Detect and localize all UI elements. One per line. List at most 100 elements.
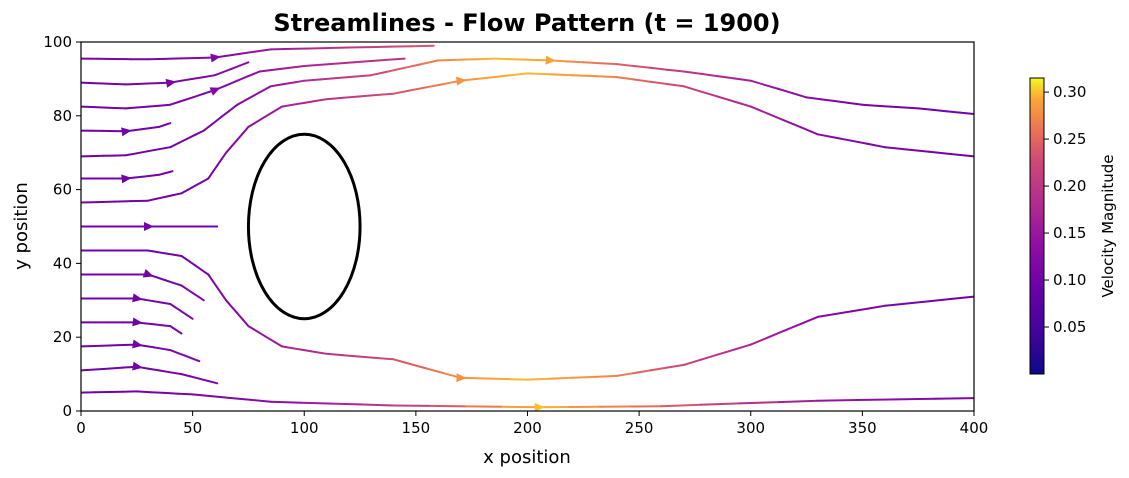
- streamline-segment: [149, 391, 166, 394]
- streamline-segment: [147, 148, 161, 153]
- x-tick-label: 150: [402, 419, 431, 437]
- streamline-segment: [493, 377, 512, 381]
- streamline-segment: [392, 89, 412, 95]
- streamline-segment: [255, 115, 267, 123]
- streamline-segment: [861, 103, 878, 107]
- streamline-segment: [230, 305, 239, 315]
- streamline-segment: [163, 252, 175, 256]
- streamline-segment: [682, 85, 702, 93]
- x-tick-label: 100: [290, 419, 319, 437]
- streamline-segment: [176, 351, 186, 357]
- streamline-segment: [247, 120, 258, 128]
- streamline-segment: [183, 354, 194, 360]
- streamline-segment: [783, 322, 802, 332]
- streamline-1: [81, 44, 435, 63]
- streamline-arrow: [132, 293, 143, 303]
- colorbar-tick-label: 0.15: [1053, 224, 1086, 242]
- streamline-segment: [599, 62, 618, 66]
- streamline-segment: [269, 400, 303, 404]
- x-tick-label: 0: [76, 419, 86, 437]
- streamline-segment: [200, 268, 210, 276]
- streamline-segment: [359, 355, 378, 359]
- streamline-segment: [314, 98, 328, 102]
- streamline-segment: [409, 86, 428, 92]
- streamline-segment: [186, 288, 194, 294]
- streamline-segment: [225, 299, 233, 308]
- streamline-segment: [682, 358, 702, 366]
- streamline-segment: [158, 369, 172, 374]
- streamline-segment: [950, 295, 974, 300]
- streamline-segment: [163, 57, 183, 60]
- streamline-segment: [177, 137, 188, 144]
- streamline-segment: [649, 80, 668, 85]
- streamline-segment: [230, 138, 239, 148]
- colorbar-ticks: 0.05 0.10 0.15 0.20 0.25 0.30: [1044, 83, 1086, 336]
- streamline-arrow: [121, 127, 132, 137]
- streamline-segment: [191, 76, 205, 80]
- streamline-segment: [149, 125, 161, 129]
- streamline-segment: [133, 175, 144, 179]
- streamline-segment: [160, 301, 172, 305]
- y-axis-ticks: 0 20 40 60 80 100: [43, 33, 81, 420]
- streamline-segment: [320, 77, 339, 81]
- streamline-segment: [166, 122, 172, 126]
- streamline-segment: [94, 344, 110, 347]
- colorbar-gradient: [1029, 77, 1045, 375]
- streamline-segment: [213, 71, 225, 77]
- streamline-segment: [387, 66, 406, 73]
- streamline-segment: [211, 395, 233, 400]
- streamline-arrow: [456, 76, 467, 86]
- streamline-segment: [207, 171, 214, 180]
- streamline-segment: [392, 358, 412, 365]
- streamline-segment: [906, 300, 931, 305]
- streamline-segment: [158, 146, 172, 151]
- streamline-segment: [197, 295, 205, 302]
- streamline-segment: [361, 403, 395, 407]
- colorbar-tick-label: 0.20: [1053, 177, 1086, 195]
- streamline-5: [81, 55, 974, 158]
- streamline-segment: [342, 354, 362, 358]
- streamline-segment: [733, 77, 752, 82]
- streamline-segment: [476, 76, 495, 80]
- streamline-segment: [124, 152, 138, 157]
- streamline-arrow: [545, 55, 556, 65]
- streamline-segment: [292, 65, 306, 69]
- colorbar: 0.05 0.10 0.15 0.20 0.25 0.30 Velocity Magnit…: [1029, 77, 1117, 375]
- streamline-segment: [800, 315, 819, 325]
- streamline-segment: [147, 104, 161, 108]
- streamline-segment: [102, 82, 116, 85]
- streamline-segment: [160, 324, 172, 328]
- streamline-arrow: [132, 317, 143, 327]
- x-tick-label: 300: [736, 419, 765, 437]
- streamline-segment: [81, 368, 96, 372]
- streamline-segment: [375, 357, 395, 361]
- streamline-segment: [225, 79, 239, 87]
- streamline-arrow: [132, 339, 143, 349]
- streamline-segment: [716, 75, 735, 80]
- streamline-segment: [303, 78, 322, 82]
- streamline-segment: [135, 82, 149, 85]
- streamline-15: [81, 390, 974, 411]
- streamline-segment: [353, 74, 373, 78]
- streamline-segment: [649, 66, 668, 71]
- streamline-segment: [96, 200, 116, 204]
- streamline-segment: [660, 403, 702, 408]
- streamline-segment: [241, 50, 258, 55]
- streamline-segment: [300, 401, 334, 405]
- streamline-segment: [174, 306, 183, 313]
- streamline-segment: [200, 177, 210, 184]
- streamline-segment: [847, 101, 864, 106]
- streamline-segment: [280, 66, 295, 70]
- streamline-segment: [247, 325, 258, 333]
- streamline-segment: [239, 61, 250, 67]
- streamline-segment: [791, 92, 808, 99]
- streamline-segment: [303, 349, 317, 353]
- streamline-segment: [169, 371, 183, 376]
- streamline-12: [81, 317, 183, 335]
- streamline-segment: [582, 61, 602, 65]
- y-tick-label: 100: [43, 33, 72, 51]
- streamline-segment: [94, 367, 110, 371]
- streamline-segment: [548, 73, 574, 77]
- streamline-segment: [816, 313, 836, 318]
- streamline-segment: [163, 279, 175, 284]
